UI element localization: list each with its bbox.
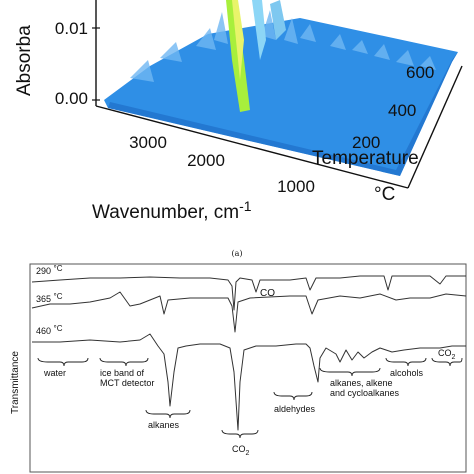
annotation-ice-line2: MCT detector [100, 378, 154, 388]
z-axis-line [407, 65, 463, 189]
x-axis-label: Wavenumber, cm-1 [92, 198, 252, 223]
annotation-co: CO [260, 288, 275, 299]
co2-peak-highlight [232, 0, 244, 80]
spectra-lines [31, 275, 467, 431]
series-label: 365 °C [36, 292, 63, 304]
surface-ridge [420, 56, 436, 70]
annotation-subscript: 2 [246, 450, 250, 457]
series-line-1 [31, 291, 467, 333]
surface-ridge [284, 18, 298, 44]
annotation-mix-line1: alkanes, alkene [330, 378, 393, 388]
z-axis-unit: °C [374, 184, 395, 205]
surface-ridge [262, 10, 276, 40]
surface-ridge [396, 50, 414, 66]
z-tick-label: 400 [388, 101, 416, 120]
x-tick-label: 1000 [277, 177, 315, 196]
annotation-alcohols: alcohols [390, 368, 424, 378]
surface-ridge [352, 40, 368, 54]
panel-b-spectra: Transmittance 290 °C 365 °C 460 °C CO CO… [0, 262, 474, 474]
surface-base [104, 18, 458, 176]
z-tick-label: 200 [352, 133, 380, 152]
surface-ridge [300, 24, 316, 42]
series-label: 290 °C [36, 264, 63, 276]
annotation-mix-line2: and cycloalkanes [330, 388, 400, 398]
surface-ridge [130, 60, 154, 82]
panel-a-chart: 0.01 0.00 Absorba 3000 2000 1000 Wavenum… [14, 0, 463, 258]
series-line-2 [32, 333, 466, 431]
y-tick-label: 0.00 [55, 89, 88, 108]
surface-ridge [214, 12, 228, 44]
series-label-temp: 290 [36, 266, 51, 276]
surface-ridge [374, 44, 390, 60]
annotation-co2-center-text: CO [232, 444, 246, 454]
panel-a-3d-spectrum: 0.01 0.00 Absorba 3000 2000 1000 Wavenum… [14, 0, 463, 258]
annotation-ice-line1: ice band of [100, 368, 145, 378]
series-label-temp: 365 [36, 294, 51, 304]
series-label-unit: °C [54, 292, 63, 301]
peak-2 [252, 0, 266, 60]
x-tick-label: 2000 [187, 151, 225, 170]
x-axis-label-text: Wavenumber, cm [92, 202, 239, 223]
y-axis-label: Absorba [14, 25, 35, 96]
surface-ridge [330, 34, 346, 50]
surface-ridge [160, 42, 182, 62]
y-tick-label: 0.01 [55, 19, 88, 38]
series-label-unit: °C [54, 324, 63, 333]
series-label-temp: 460 [36, 326, 51, 336]
annotation-subscript: 2 [452, 354, 456, 361]
annotation-brackets [37, 357, 463, 439]
z-tick-label: 600 [406, 63, 434, 82]
surface-ridge [196, 28, 216, 50]
annotation-co2-right: CO2 [438, 348, 456, 361]
series-label: 460 °C [36, 324, 63, 336]
annotation-co2-center: CO2 [232, 444, 250, 457]
x-axis-label-exponent: -1 [239, 198, 252, 214]
panel-caption: (a) [231, 249, 242, 258]
z-axis-label: Temperature [312, 148, 419, 169]
panel-b-chart: Transmittance 290 °C 365 °C 460 °C CO CO… [10, 263, 467, 473]
surface-ridges [130, 10, 436, 82]
plot-frame [29, 263, 467, 473]
x-axis-line [95, 105, 409, 189]
x-tick-label: 3000 [129, 133, 167, 152]
y-axis-label: Transmittance [10, 351, 21, 414]
peak-3 [270, 0, 286, 40]
annotation-water: water [43, 368, 66, 378]
annotation-aldehydes: aldehydes [274, 404, 316, 414]
annotation-co2-right-text: CO [438, 348, 452, 358]
annotation-alkanes: alkanes [148, 420, 180, 430]
series-label-unit: °C [54, 264, 63, 273]
series-line-0 [31, 275, 466, 311]
